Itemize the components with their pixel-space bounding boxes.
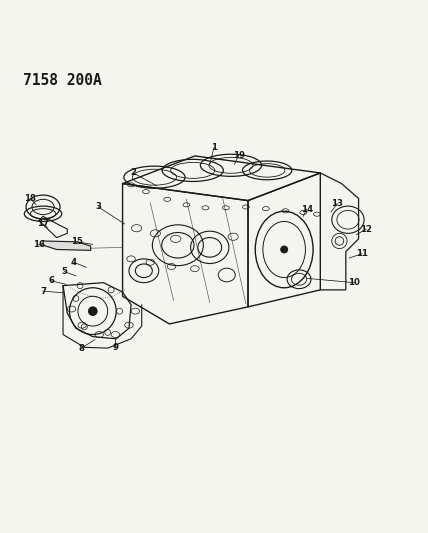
Text: 7158 200A: 7158 200A	[23, 73, 101, 88]
Text: 9: 9	[112, 343, 119, 352]
Text: 18: 18	[24, 194, 36, 203]
Polygon shape	[43, 241, 91, 251]
Text: 1: 1	[211, 143, 217, 152]
Text: 14: 14	[300, 205, 313, 214]
Text: 13: 13	[331, 199, 343, 208]
Text: 2: 2	[130, 168, 136, 177]
Text: 3: 3	[95, 203, 101, 212]
Text: 10: 10	[348, 278, 360, 287]
Text: 17: 17	[37, 220, 49, 229]
Text: 7: 7	[40, 287, 46, 296]
Ellipse shape	[89, 307, 97, 316]
Text: 19: 19	[233, 151, 245, 159]
Text: 12: 12	[360, 224, 372, 233]
Ellipse shape	[281, 246, 288, 253]
Text: 11: 11	[356, 249, 368, 259]
Text: 4: 4	[71, 258, 77, 266]
Text: 8: 8	[78, 344, 84, 353]
Text: 15: 15	[71, 237, 83, 246]
Text: 16: 16	[33, 240, 45, 249]
Text: 5: 5	[61, 267, 67, 276]
Text: 6: 6	[48, 277, 54, 286]
